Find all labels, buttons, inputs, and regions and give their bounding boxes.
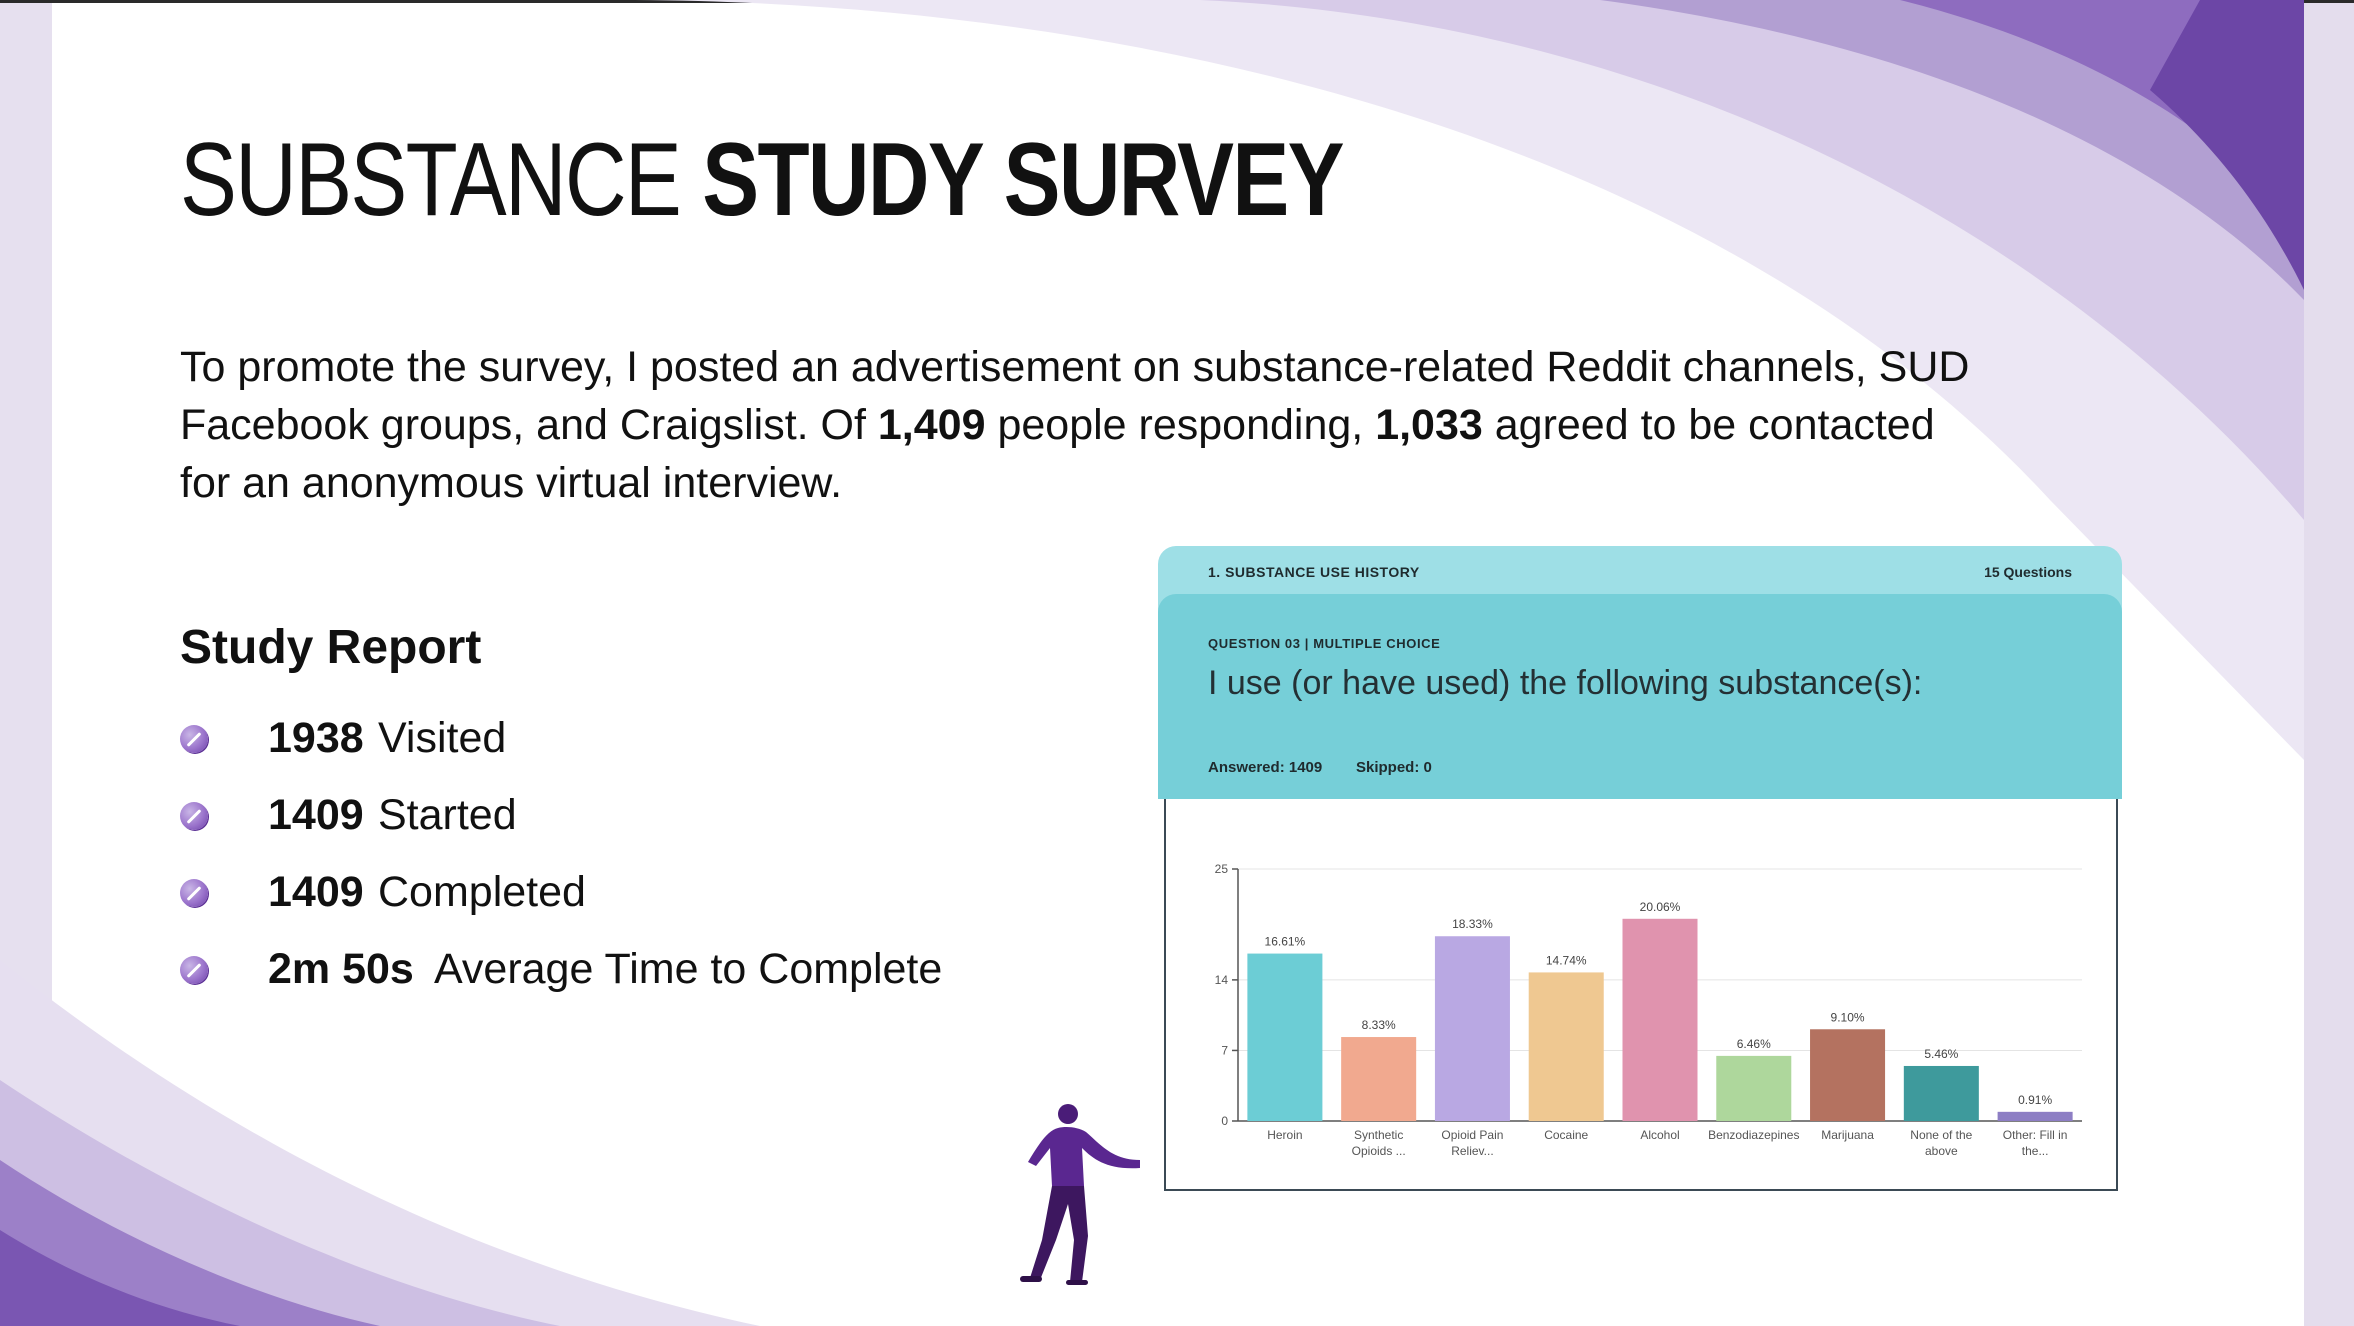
report-label: Completed bbox=[378, 868, 586, 916]
x-tick-label: None of the bbox=[1910, 1128, 1972, 1142]
study-report-heading: Study Report bbox=[180, 621, 482, 674]
survey-results-card: 1. SUBSTANCE USE HISTORY 15 Questions QU… bbox=[1158, 546, 2122, 1196]
skipped-count: Skipped: 0 bbox=[1356, 759, 1432, 776]
report-value: 1409 bbox=[268, 791, 364, 839]
bar bbox=[1997, 1111, 2073, 1121]
y-tick-label: 7 bbox=[1221, 1043, 1228, 1057]
bar bbox=[1528, 972, 1604, 1121]
bar bbox=[1341, 1037, 1417, 1121]
slide-title: SUBSTANCE STUDY SURVEY bbox=[180, 128, 1345, 232]
bar-chart: 0 7 14 25 16.61% Heroin 8.33% Synthetic Opioids … bbox=[1215, 862, 2082, 1158]
bar bbox=[1247, 953, 1323, 1121]
wave-bottom-deep bbox=[0, 1230, 240, 1326]
x-tick-label: Opioid Pain bbox=[1441, 1128, 1503, 1142]
bar bbox=[1810, 1029, 1886, 1121]
person-illustration bbox=[1020, 1104, 1140, 1285]
data-label: 20.06% bbox=[1640, 900, 1681, 914]
y-tick-label: 0 bbox=[1221, 1114, 1228, 1128]
x-tick-label: Opioids ... bbox=[1352, 1144, 1406, 1158]
x-tick-label: Heroin bbox=[1267, 1128, 1302, 1142]
x-tick-label: Synthetic bbox=[1354, 1128, 1403, 1142]
data-label: 9.10% bbox=[1831, 1010, 1865, 1024]
report-label: Started bbox=[378, 791, 517, 839]
pill-bullet-icon bbox=[180, 801, 208, 830]
right-decor-strip bbox=[2304, 3, 2354, 1326]
pill-bullet-icon bbox=[180, 724, 208, 753]
chart-container: 0 7 14 25 16.61% Heroin 8.33% Synthetic Opioids … bbox=[1164, 799, 2118, 1191]
question-count: 15 Questions bbox=[1984, 564, 2072, 580]
x-tick-label: Other: Fill in bbox=[2003, 1128, 2068, 1142]
x-tick-label: Benzodiazepines bbox=[1708, 1128, 1799, 1142]
bar bbox=[1903, 1065, 1979, 1121]
question-meta: QUESTION 03 | MULTIPLE CHOICE bbox=[1208, 636, 1441, 651]
x-tick-label: Reliev... bbox=[1451, 1144, 1493, 1158]
report-label: Visited bbox=[378, 714, 507, 762]
x-tick-label: Marijuana bbox=[1821, 1128, 1874, 1142]
bar bbox=[1434, 936, 1510, 1121]
x-tick-label: Alcohol bbox=[1640, 1128, 1679, 1142]
intro-agreed-count: 1,033 bbox=[1375, 401, 1483, 449]
data-label: 5.46% bbox=[1924, 1047, 1958, 1061]
y-tick-label: 14 bbox=[1215, 973, 1229, 987]
wave-top-light bbox=[620, 0, 2304, 760]
title-light: SUBSTANCE bbox=[180, 122, 682, 238]
intro-text-2: people responding, bbox=[985, 401, 1376, 449]
wave-top-deep bbox=[2150, 0, 2304, 290]
data-label: 8.33% bbox=[1362, 1018, 1396, 1032]
report-value: 1938 bbox=[268, 714, 364, 762]
question-panel: QUESTION 03 | MULTIPLE CHOICE I use (or … bbox=[1158, 594, 2122, 799]
bar bbox=[1622, 918, 1698, 1121]
data-label: 14.74% bbox=[1546, 953, 1587, 967]
intro-responding-count: 1,409 bbox=[877, 401, 986, 449]
wave-top-mid bbox=[1200, 0, 2304, 520]
intro-text-3: agreed to be contacted for an anonymous … bbox=[180, 401, 1935, 507]
intro-text-1: To promote the survey, I posted an adver… bbox=[180, 343, 1970, 449]
data-label: 18.33% bbox=[1452, 917, 1493, 931]
pill-bullet-icon bbox=[180, 878, 208, 907]
data-label: 0.91% bbox=[2018, 1093, 2052, 1107]
answered-count: Answered: 1409 bbox=[1208, 759, 1323, 776]
x-tick-label: Cocaine bbox=[1544, 1128, 1588, 1142]
intro-paragraph: To promote the survey, I posted an adver… bbox=[180, 338, 1980, 512]
report-value: 2m 50s bbox=[268, 945, 414, 993]
report-value: 1409 bbox=[268, 868, 364, 916]
title-bold: STUDY SURVEY bbox=[702, 122, 1344, 238]
question-text: I use (or have used) the following subst… bbox=[1208, 664, 1923, 702]
report-label: Average Time to Complete bbox=[434, 945, 943, 993]
pill-bullet-icon bbox=[180, 955, 208, 984]
section-label: 1. SUBSTANCE USE HISTORY bbox=[1208, 564, 1420, 580]
y-tick-label: 25 bbox=[1215, 862, 1229, 876]
data-label: 16.61% bbox=[1265, 935, 1306, 949]
bar bbox=[1716, 1055, 1792, 1121]
x-tick-label: above bbox=[1925, 1144, 1958, 1158]
data-label: 6.46% bbox=[1737, 1037, 1771, 1051]
x-tick-label: the... bbox=[2022, 1144, 2049, 1158]
